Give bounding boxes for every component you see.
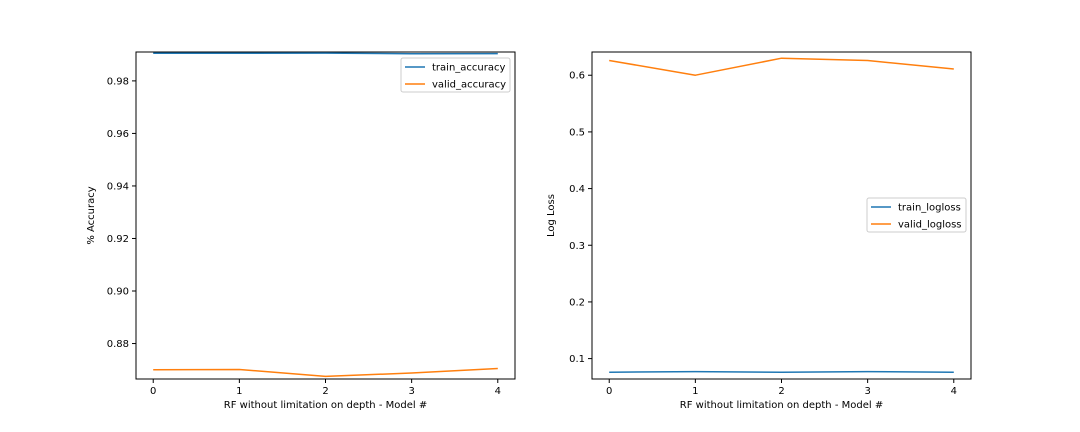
y-tick-label: 0.88 <box>107 339 129 350</box>
x-tick-label: 3 <box>864 386 870 397</box>
y-tick-label: 0.94 <box>107 181 129 192</box>
x-axis-label: RF without limitation on depth - Model # <box>680 400 883 411</box>
y-tick-label: 0.90 <box>107 287 129 298</box>
legend: train_accuracy valid_accuracy <box>400 57 511 93</box>
y-tick-label: 0.4 <box>569 184 585 195</box>
x-axis-label: RF without limitation on depth - Model # <box>224 400 427 411</box>
legend-box <box>400 57 511 93</box>
x-tick-label: 4 <box>495 386 501 397</box>
series-line-train_logloss <box>609 370 954 373</box>
x-tick-label: 2 <box>778 386 784 397</box>
chart-panel-1: 0 1 2 3 4 0.88 0.90 0.92 0.94 0.96 0.98 RF without … <box>86 51 516 411</box>
series-line-valid_accuracy <box>153 367 498 378</box>
legend-box <box>866 197 967 233</box>
x-tick-label: 0 <box>150 386 156 397</box>
y-tick-label: 0.1 <box>569 354 585 365</box>
legend: train_logloss valid_logloss <box>866 197 967 233</box>
y-tick-label: 0.3 <box>569 241 585 252</box>
x-tick-label: 4 <box>951 386 957 397</box>
y-tick-label: 0.92 <box>107 234 129 245</box>
y-tick-label: 0.2 <box>569 297 585 308</box>
chart-panel-2: 0 1 2 3 4 0.1 0.2 0.3 0.4 0.5 0.6 RF without limita… <box>546 51 972 411</box>
plot-frame <box>135 51 516 380</box>
x-tick-label: 1 <box>692 386 698 397</box>
x-tick-label: 0 <box>606 386 612 397</box>
legend-label: valid_accuracy <box>432 80 506 91</box>
series-line-train_accuracy <box>153 52 498 55</box>
y-axis-label: % Accuracy <box>86 186 97 244</box>
y-axis-label: Log Loss <box>546 194 557 237</box>
legend-label: valid_logloss <box>898 220 962 231</box>
legend-label: train_accuracy <box>432 63 505 74</box>
y-tick-label: 0.98 <box>107 76 129 87</box>
x-tick-label: 3 <box>408 386 414 397</box>
x-tick-label: 1 <box>236 386 242 397</box>
y-tick-label: 0.6 <box>569 71 585 82</box>
series-line-valid_logloss <box>609 57 954 76</box>
y-tick-label: 0.96 <box>107 129 129 140</box>
y-tick-label: 0.5 <box>569 127 585 138</box>
x-tick-label: 2 <box>322 386 328 397</box>
legend-label: train_logloss <box>898 203 961 214</box>
